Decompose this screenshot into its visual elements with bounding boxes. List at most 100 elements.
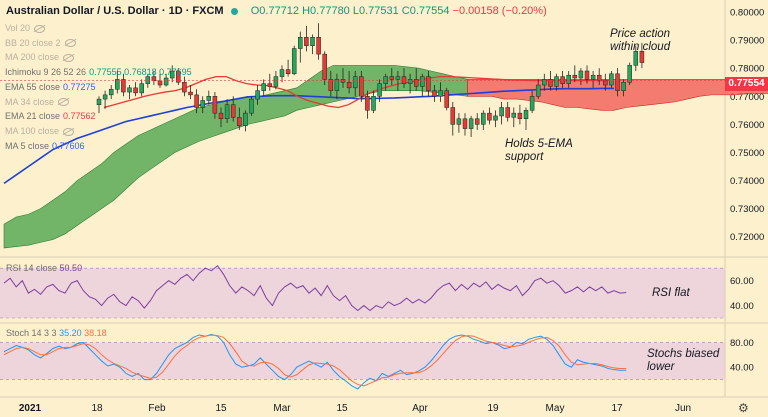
price-tick-label: 0.77000 — [730, 92, 764, 103]
candle-body — [566, 74, 571, 84]
candle-body — [145, 76, 151, 84]
candle-body — [578, 70, 584, 79]
indicator-row[interactable]: Ichimoku 9 26 52 26 0.77555 0.76818 0.776… — [5, 65, 192, 80]
time-tick-label: Apr — [412, 403, 428, 414]
candle-body — [334, 79, 340, 91]
hidden-eye-icon[interactable] — [34, 24, 46, 33]
candle-body — [200, 100, 205, 108]
rsi-band — [0, 268, 725, 318]
candle-body — [615, 73, 620, 91]
candle-body — [444, 90, 449, 108]
candle-body — [182, 81, 187, 93]
candle-body — [456, 118, 462, 125]
candle-body — [206, 96, 212, 101]
candle-body — [127, 87, 132, 93]
candle-body — [438, 90, 443, 97]
candle-body — [572, 74, 578, 79]
candle-body — [169, 70, 175, 79]
candle-body — [499, 107, 504, 117]
candle-body — [413, 79, 419, 87]
candle-body — [389, 76, 395, 80]
indicator-row[interactable]: MA 5 close 0.77606 — [5, 139, 192, 154]
candle-body — [426, 76, 431, 91]
candle-body — [633, 51, 639, 66]
rsi-value: 50.50 — [59, 263, 83, 273]
candle-body — [383, 76, 388, 84]
candle-body — [609, 73, 614, 86]
indicator-name: MA 200 close — [5, 52, 60, 63]
candle-body — [176, 70, 181, 83]
candle-body — [371, 96, 376, 111]
indicator-row[interactable]: Vol 20 — [5, 21, 192, 36]
candle-body — [474, 118, 480, 125]
stoch-d-line — [3, 334, 627, 387]
indicator-value: 0.77606 — [52, 140, 85, 151]
candle-body — [261, 83, 266, 91]
time-tick-label: 15 — [336, 403, 348, 414]
hidden-eye-icon[interactable] — [58, 98, 70, 107]
price-tick-label: 0.74000 — [730, 176, 764, 187]
candle-body — [420, 76, 425, 87]
indicator-row[interactable]: BB 20 close 2 — [5, 36, 192, 51]
candle-body — [590, 74, 596, 80]
indicator-name: MA 5 close — [5, 140, 50, 151]
indicator-row[interactable]: EMA 55 close 0.77275 — [5, 80, 192, 95]
candle-body — [322, 53, 327, 80]
candle-body — [523, 110, 529, 119]
ema55-line — [3, 87, 614, 185]
candle-body — [395, 76, 401, 80]
candle-body — [542, 79, 547, 86]
candle-body — [450, 107, 456, 125]
candle-body — [139, 83, 144, 94]
indicator-value: 0.77562 — [63, 111, 96, 122]
candle-body — [432, 90, 437, 97]
stoch-k-line — [3, 333, 627, 390]
market-status-icon — [230, 7, 238, 15]
time-tick-label: Jun — [675, 403, 691, 414]
time-tick-label: 15 — [215, 403, 227, 414]
hidden-eye-icon[interactable] — [64, 39, 76, 48]
candle-body — [249, 98, 254, 114]
candle-body — [365, 96, 370, 111]
indicator-row[interactable]: MA 100 close — [5, 124, 192, 139]
last-price-badge: 0.77554 — [725, 77, 768, 91]
time-tick-label: Mar — [273, 403, 291, 414]
candle-body — [554, 76, 559, 87]
ohlc-readout: O0.77712 H0.77780 L0.77531 C0.77554 — [250, 5, 450, 17]
stoch-tick-label: 40.00 — [730, 363, 754, 374]
stoch-k-value: 35.20 — [59, 328, 82, 338]
hidden-eye-icon[interactable] — [63, 127, 75, 136]
candle-body — [627, 65, 632, 83]
candle-body — [267, 83, 273, 87]
indicator-name: EMA 55 close — [5, 81, 61, 92]
rsi-pane-label: RSI 14 close 50.50 — [6, 263, 82, 273]
stoch-d-value: 38.18 — [84, 328, 107, 338]
candle-body — [194, 94, 199, 108]
stoch-name: Stoch 14 3 3 — [6, 328, 57, 338]
candle-body — [291, 48, 297, 75]
candle-body — [212, 96, 218, 114]
candle-body — [584, 70, 590, 80]
settings-gear-icon[interactable]: ⚙ — [738, 401, 749, 415]
symbol-title[interactable]: Australian Dollar / U.S. Dollar · 1D · F… — [6, 5, 224, 17]
candle-body — [407, 79, 413, 84]
candle-body — [273, 76, 279, 87]
change-readout: −0.00158 (−0.20%) — [452, 5, 547, 17]
candle-body — [560, 76, 565, 84]
candle-body — [511, 112, 517, 118]
price-tick-label: 0.73000 — [730, 204, 764, 215]
indicator-name: Ichimoku 9 26 52 26 — [5, 67, 87, 78]
rsi-tick-label: 60.00 — [730, 276, 754, 287]
stoch-band — [0, 342, 725, 380]
indicator-row[interactable]: MA 34 close — [5, 95, 192, 110]
price-tick-label: 0.78000 — [730, 64, 764, 75]
candle-body — [481, 112, 486, 125]
candle-body — [121, 79, 126, 93]
time-tick-label: Feb — [148, 403, 166, 414]
candle-body — [505, 107, 510, 118]
indicator-row[interactable]: EMA 21 close 0.77562 — [5, 109, 192, 124]
indicator-row[interactable]: MA 200 close — [5, 50, 192, 65]
time-tick-label: May — [546, 403, 565, 414]
hidden-eye-icon[interactable] — [63, 54, 75, 63]
